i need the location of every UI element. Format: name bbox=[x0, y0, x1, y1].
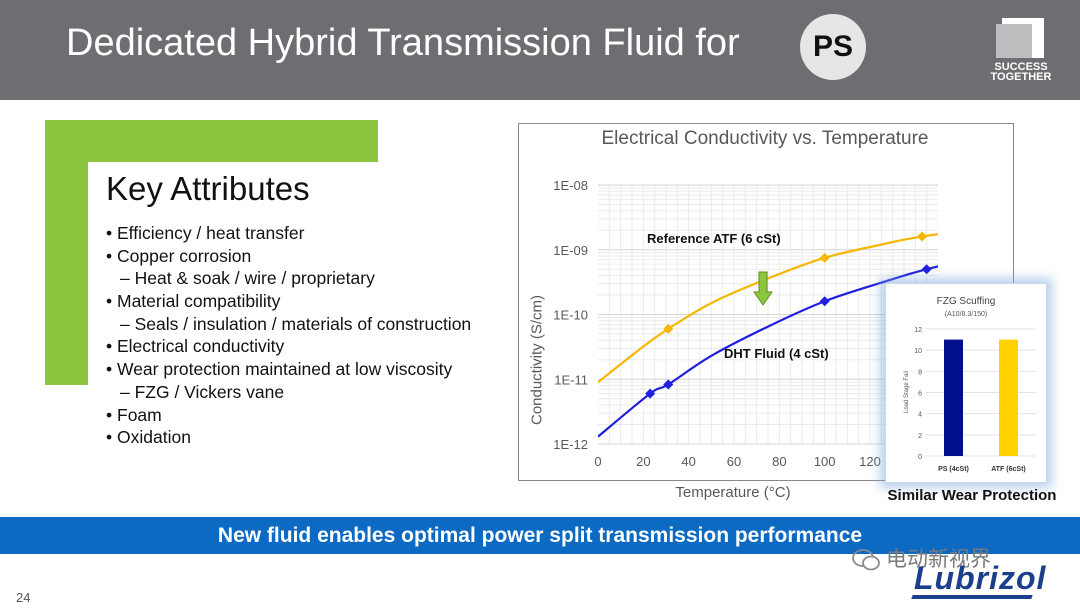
shift-arrow-icon bbox=[753, 271, 773, 306]
attribute-item: Heat & soak / wire / proprietary bbox=[106, 267, 471, 290]
fzg-scuffing-panel bbox=[885, 283, 1047, 483]
fzg-y-axis-label: Load Stage Fail bbox=[904, 371, 910, 413]
lubrizol-logo: Lubrizol bbox=[914, 560, 1047, 596]
page-number: 24 bbox=[16, 590, 31, 605]
x-tick-label: 120 bbox=[859, 454, 881, 469]
logo-line-2: TOGETHER bbox=[990, 71, 1052, 83]
success-together-logo-icon bbox=[996, 18, 1044, 58]
fzg-subtitle: (A10/8.3/150) bbox=[945, 311, 987, 318]
wechat-watermark: 电动新视界 bbox=[852, 543, 991, 573]
data-point-0 bbox=[819, 252, 830, 263]
fzg-y-tick: 8 bbox=[918, 369, 922, 376]
ps-badge: PS bbox=[800, 14, 866, 80]
attribute-item: Efficiency / heat transfer bbox=[106, 222, 471, 245]
y-tick-label: 1E-08 bbox=[553, 178, 588, 193]
fzg-bar bbox=[999, 339, 1018, 456]
data-point-1 bbox=[663, 379, 674, 390]
series-label-atf: Reference ATF (6 cSt) bbox=[647, 231, 781, 246]
logo-text: SUCCESS TOGETHER bbox=[984, 61, 1058, 83]
data-point-0 bbox=[663, 323, 674, 334]
x-tick-label: 40 bbox=[681, 454, 695, 469]
series-line-0 bbox=[598, 233, 938, 384]
data-point-1 bbox=[819, 296, 830, 307]
x-tick-label: 0 bbox=[594, 454, 601, 469]
series-line-1 bbox=[598, 265, 938, 438]
y-tick-label: 1E-10 bbox=[553, 308, 588, 323]
fzg-y-tick: 2 bbox=[918, 433, 922, 440]
wechat-label: 电动新视界 bbox=[886, 548, 991, 571]
fzg-y-tick: 4 bbox=[918, 412, 922, 419]
data-point-1 bbox=[921, 264, 932, 275]
conductivity-chart-title: Electrical Conductivity vs. Temperature bbox=[601, 128, 929, 149]
wear-protection-caption: Similar Wear Protection bbox=[887, 487, 1057, 504]
wechat-icon bbox=[852, 549, 880, 571]
fzg-y-tick: 10 bbox=[914, 348, 922, 355]
y-tick-label: 1E-09 bbox=[553, 243, 588, 258]
attribute-item: Wear protection maintained at low viscos… bbox=[106, 358, 471, 381]
attribute-item: Copper corrosion bbox=[106, 245, 471, 268]
footer-banner bbox=[0, 517, 1080, 554]
green-accent-left bbox=[45, 120, 88, 385]
data-point-0 bbox=[917, 231, 928, 242]
page-title: Dedicated Hybrid Transmission Fluid for bbox=[66, 22, 740, 64]
y-tick-label: 1E-12 bbox=[553, 437, 588, 452]
fzg-y-tick: 0 bbox=[918, 454, 922, 461]
green-accent-top bbox=[45, 120, 378, 162]
x-tick-label: 100 bbox=[814, 454, 836, 469]
key-attributes-heading: Key Attributes bbox=[106, 170, 310, 207]
attribute-item: Seals / insulation / materials of constr… bbox=[106, 313, 472, 336]
conductivity-x-axis-label: Temperature (°C) bbox=[675, 484, 791, 501]
fzg-y-tick: 12 bbox=[914, 327, 922, 334]
fzg-title: FZG Scuffing bbox=[937, 296, 996, 307]
x-tick-label: 20 bbox=[636, 454, 650, 469]
y-tick-label: 1E-11 bbox=[554, 372, 588, 387]
attributes-list: Efficiency / heat transferCopper corrosi… bbox=[106, 222, 471, 449]
x-tick-label: 60 bbox=[727, 454, 741, 469]
data-point-1 bbox=[645, 388, 656, 399]
attribute-item: Electrical conductivity bbox=[106, 335, 471, 358]
fzg-category-label: PS (4cSt) bbox=[938, 466, 969, 473]
fzg-bar bbox=[944, 339, 963, 456]
fzg-y-tick: 6 bbox=[918, 391, 922, 398]
attribute-item: Foam bbox=[106, 404, 471, 427]
attribute-item: Material compatibility bbox=[106, 290, 471, 313]
logo-line-1: SUCCESS bbox=[994, 61, 1048, 73]
header-bar bbox=[0, 0, 1080, 100]
attribute-item: Oxidation bbox=[106, 426, 471, 449]
series-label-dht: DHT Fluid (4 cSt) bbox=[724, 346, 829, 361]
fzg-category-label: ATF (6cSt) bbox=[991, 466, 1025, 473]
lubrizol-logo-underline bbox=[911, 595, 1033, 599]
footer-banner-text: New fluid enables optimal power split tr… bbox=[217, 524, 863, 547]
attribute-item: FZG / Vickers vane bbox=[106, 381, 471, 404]
x-tick-label: 80 bbox=[772, 454, 786, 469]
series-group bbox=[598, 233, 938, 438]
